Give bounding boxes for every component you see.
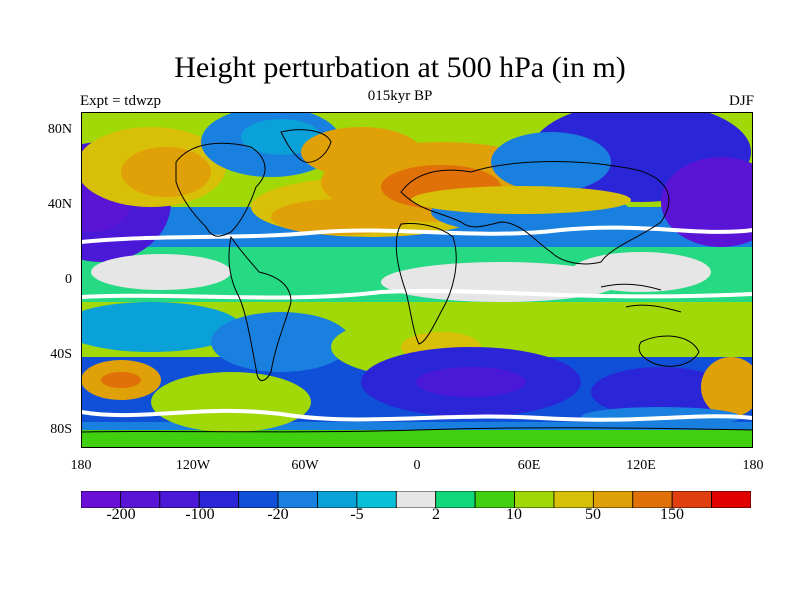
map-title: Height perturbation at 500 hPa (in m) [174,51,626,84]
season-label: DJF [728,93,754,109]
colorbar-label: -20 [267,506,289,523]
colorbar-label: 150 [660,506,684,523]
lat-label-0: 0 [65,272,72,287]
lat-label-40n: 40N [47,197,72,212]
zero-contour-lines [81,225,753,422]
colorbar-label: -5 [350,506,364,523]
lon-label-120w: 120W [175,458,211,473]
lon-label-120e: 120E [626,458,656,473]
lon-label-180w: 180 [70,458,92,473]
map-subtitle: 015kyr BP [367,88,433,104]
coastlines [81,129,753,433]
lon-label-0: 0 [413,458,421,473]
colorbar-swatch [711,491,751,508]
colorbar [81,491,751,508]
lon-label-60w: 60W [291,458,319,473]
colorbar-label: 10 [506,506,522,523]
lon-label-180e: 180 [742,458,764,473]
lat-label-80s: 80S [50,422,72,437]
colorbar-label: 2 [432,506,440,523]
map-frame [81,112,753,448]
lat-label-80n: 80N [47,122,72,137]
colorbar-label: -100 [185,506,215,523]
lat-label-40s: 40S [50,347,72,362]
contour-fields [81,112,753,448]
colorbar-label: 50 [585,506,601,523]
experiment-label: Expt = tdwzp [80,93,161,109]
height-perturbation-map [81,112,753,448]
lon-label-60e: 60E [517,458,541,473]
colorbar-label: -200 [106,506,136,523]
